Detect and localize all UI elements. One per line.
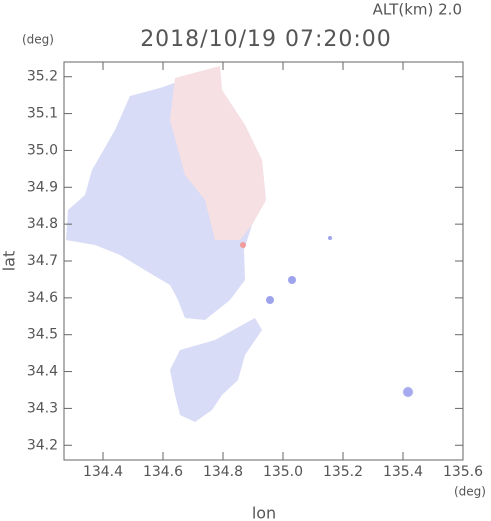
y-tick-label: 34.2 — [27, 437, 58, 453]
y-tick-label: 34.8 — [27, 216, 58, 232]
echo — [328, 236, 332, 240]
y-tick-label: 35.1 — [27, 106, 58, 122]
warm-field — [170, 66, 266, 240]
island-field — [170, 318, 262, 422]
y-unit: (deg) — [22, 33, 54, 47]
y-tick-label: 34.6 — [27, 290, 58, 306]
y-tick-label: 35.2 — [27, 69, 58, 85]
chart-title: 2018/10/19 07:20:00 — [140, 27, 392, 52]
echo — [266, 296, 274, 304]
x-tick-label: 135.2 — [323, 464, 363, 480]
y-tick-label: 34.4 — [27, 364, 58, 380]
x-axis-label: lon — [252, 504, 276, 521]
radar-field — [66, 66, 413, 422]
x-tick-label: 134.6 — [143, 464, 183, 480]
echo — [240, 242, 246, 248]
x-tick-label: 134.4 — [83, 464, 123, 480]
y-axis-label: lat — [0, 251, 19, 272]
chart-subtitle: ALT(km) 2.0 — [373, 1, 462, 19]
y-tick-label: 35.0 — [27, 142, 58, 158]
x-tick-label: 135.0 — [263, 464, 303, 480]
y-tick-label: 34.9 — [27, 179, 58, 195]
y-tick-label: 34.5 — [27, 327, 58, 343]
echo — [403, 387, 413, 397]
y-tick-label: 34.3 — [27, 400, 58, 416]
x-tick-label: 135.4 — [383, 464, 423, 480]
y-tick-label: 34.7 — [27, 253, 58, 269]
x-tick-label: 135.6 — [443, 464, 483, 480]
x-unit: (deg) — [454, 485, 486, 499]
echo — [288, 276, 296, 284]
x-tick-label: 134.8 — [203, 464, 243, 480]
